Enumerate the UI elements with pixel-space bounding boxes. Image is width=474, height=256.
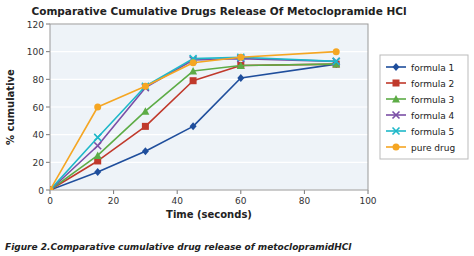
data-point: [50, 187, 54, 191]
data-point: [237, 74, 244, 82]
data-point: [94, 104, 101, 111]
data-point: [237, 62, 245, 70]
data-point: [142, 147, 149, 155]
grid-line: [50, 134, 368, 135]
series-line: [50, 64, 336, 190]
tick-mark: [46, 190, 50, 191]
title: Comparative Cumulative Drugs Release Of …: [31, 5, 406, 17]
tick-mark: [46, 24, 50, 25]
caption: Figure 2.Comparative cumulative drug rel…: [5, 242, 352, 252]
legend-label: pure drug: [411, 143, 455, 153]
data-point: [237, 54, 244, 61]
data-point: [237, 54, 244, 61]
tick-mark: [46, 134, 50, 135]
tick-label: 0: [38, 186, 44, 196]
data-point: [142, 83, 149, 90]
data-point: [50, 187, 54, 191]
series-line: [50, 64, 336, 190]
tick-label: 40: [171, 196, 183, 206]
tick-mark: [177, 190, 178, 194]
data-point: [94, 134, 101, 141]
data-point: [141, 107, 149, 115]
plot-area: [50, 24, 368, 190]
data-point: [142, 83, 149, 90]
tick-mark: [304, 190, 305, 194]
plot-frame: [50, 24, 368, 190]
legend-label: formula 4: [411, 111, 455, 121]
tick-mark: [113, 190, 114, 194]
grid-line: [50, 79, 368, 80]
series-line: [50, 59, 336, 190]
legend-marker: [393, 63, 400, 71]
legend-marker: [393, 80, 400, 87]
data-point: [50, 187, 54, 191]
tick-mark: [46, 79, 50, 80]
tick-mark: [46, 51, 50, 52]
data-group: [50, 48, 340, 190]
legend-marker: [392, 95, 400, 103]
tick-label: 80: [33, 75, 45, 85]
tick-label: 80: [299, 196, 311, 206]
legend-label: formula 1: [411, 63, 454, 73]
tick-mark: [368, 190, 369, 194]
legend: formula 1 formula 2 formula 3 formula 4 form…: [380, 55, 468, 159]
legend-label: formula 5: [411, 127, 454, 137]
data-point: [142, 123, 149, 130]
tick-label: 100: [359, 196, 376, 206]
data-point: [189, 67, 197, 75]
series-line: [50, 52, 336, 190]
tick-mark: [240, 190, 241, 194]
legend-marker: [393, 128, 400, 135]
tick-label: 60: [235, 196, 247, 206]
tick-label: 40: [33, 130, 45, 140]
tick-label: 20: [33, 158, 45, 168]
legend-label: formula 2: [411, 79, 454, 89]
data-point: [190, 77, 197, 84]
legend-label: formula 3: [411, 95, 454, 105]
legend-box: [380, 55, 468, 159]
legend-marker: [393, 144, 400, 151]
data-point: [190, 122, 197, 130]
tick-label: 20: [108, 196, 120, 206]
data-point: [50, 187, 54, 191]
series-line: [50, 64, 336, 190]
legend-marker: [393, 112, 400, 119]
x-axis-label: Time (seconds): [166, 209, 252, 220]
data-point: [94, 168, 101, 176]
tick-label: 100: [27, 47, 44, 57]
data-point: [333, 58, 340, 65]
data-point: [333, 48, 340, 55]
y-axis-label: % cumulative: [5, 69, 16, 145]
chart: 0 20 40 60 80 100 120 0 20 40 60 80 100 Comparative C…: [0, 0, 474, 256]
series-line: [50, 57, 336, 190]
tick-mark: [46, 107, 50, 108]
tick-mark: [50, 190, 51, 194]
tick-label: 60: [33, 103, 45, 113]
tick-mark: [46, 162, 50, 163]
data-point: [94, 151, 102, 159]
tick-label: 120: [27, 20, 44, 30]
data-point: [94, 142, 101, 149]
data-point: [190, 59, 197, 66]
tick-label: 0: [47, 196, 53, 206]
